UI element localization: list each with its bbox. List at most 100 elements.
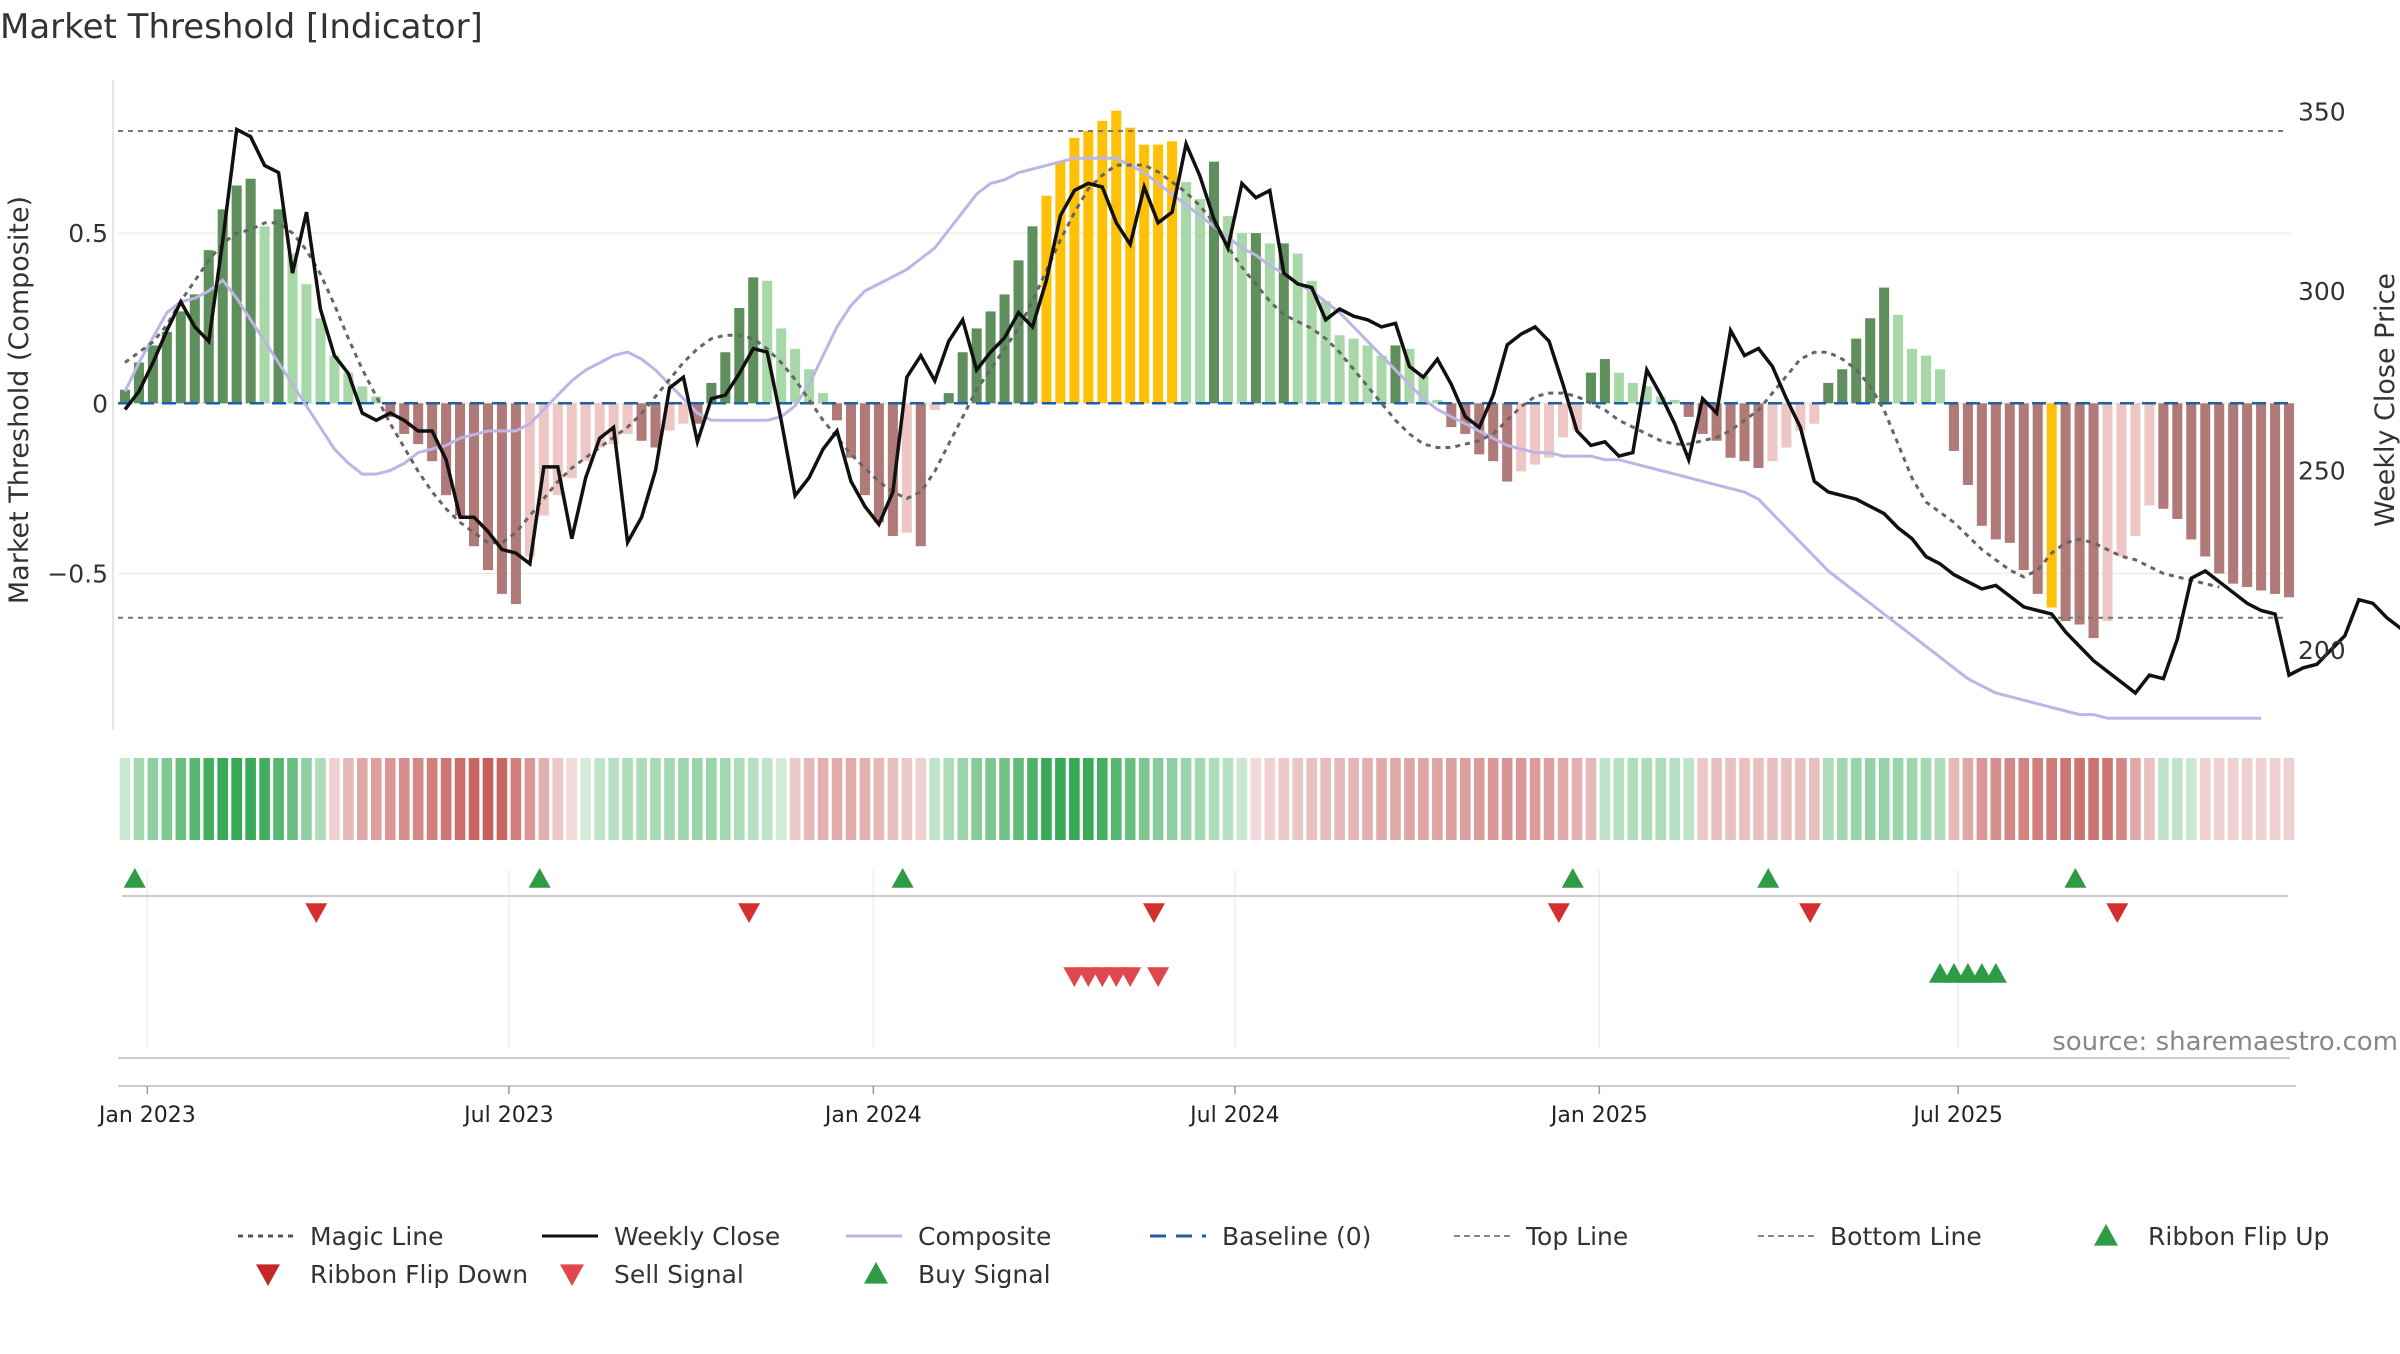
ribbon-cell (1041, 758, 1052, 840)
ribbon-flip-up-marker (1757, 868, 1780, 888)
composite-bar (301, 284, 312, 404)
composite-bar (1530, 403, 1541, 465)
composite-bar (468, 403, 480, 547)
ribbon-cell (1920, 758, 1932, 840)
ribbon-flip-up-marker (528, 868, 551, 888)
ribbon-cell (1278, 758, 1290, 840)
ribbon-cell (398, 758, 410, 840)
ribbon-cell (440, 758, 452, 840)
y-axis-label: Market Threshold (Composite) (4, 196, 35, 604)
ribbon-cell (901, 758, 913, 840)
ribbon-cell (650, 758, 661, 840)
composite-bar (566, 403, 577, 479)
ribbon-cell (915, 758, 927, 840)
ribbon-cell (1683, 758, 1694, 840)
legend-label: Baseline (0) (1222, 1222, 1371, 1251)
ribbon-cell (1571, 758, 1583, 840)
legend-item: Baseline (0) (1150, 1222, 1371, 1251)
ribbon-cell (1083, 758, 1094, 840)
ribbon-flip-up-marker (2064, 868, 2087, 888)
y-tick-label: 0 (92, 389, 108, 418)
composite-bar (1334, 335, 1345, 404)
ribbon-cell (1753, 758, 1764, 840)
composite-bar (1320, 301, 1331, 404)
composite-bar (622, 403, 633, 434)
bars-layer (119, 110, 2295, 639)
ribbon-cell (608, 758, 619, 840)
y2-tick-label: 250 (2298, 457, 2346, 486)
composite-bar (2186, 403, 2197, 540)
legend-layer: Magic Line Weekly Close Composite Baseline … (238, 1222, 2329, 1289)
composite-bar (1041, 195, 1052, 404)
ribbon-cell (985, 758, 996, 840)
ribbon-cell (1557, 758, 1569, 840)
legend-label: Ribbon Flip Up (2148, 1222, 2329, 1251)
buy-signal-marker (1956, 963, 1979, 983)
composite-bar (1795, 403, 1806, 431)
composite-bar (273, 209, 284, 404)
ribbon-cell (147, 758, 159, 840)
ribbon-cell (929, 758, 941, 840)
buy-signal-marker (1942, 963, 1965, 983)
ribbon-cell (706, 758, 717, 840)
ribbon-cell (775, 758, 787, 840)
ribbon-cell (2088, 758, 2099, 840)
ribbon-cell (1655, 758, 1667, 840)
composite-bar (1153, 144, 1164, 404)
composite-bar (2200, 403, 2211, 557)
buy-signal-marker (1984, 963, 2007, 983)
ribbon-cell (1641, 758, 1653, 840)
ribbon-cell (203, 758, 215, 840)
composite-bar (1111, 110, 1122, 404)
composite-bar (1962, 403, 1973, 485)
composite-bar (2228, 403, 2239, 584)
composite-bar (371, 396, 382, 404)
composite-bar (287, 253, 298, 404)
ribbon-cell (1055, 758, 1066, 840)
ribbon-cell (1976, 758, 1988, 840)
ribbon-cell (1473, 758, 1485, 840)
composite-bar (552, 403, 563, 496)
ribbon-flip-up-marker (1561, 868, 1584, 888)
ribbon-flip-down-marker (1799, 903, 1822, 923)
composite-bar (2256, 403, 2267, 591)
ribbon-cell (1180, 758, 1192, 840)
source-label: source: sharemaestro.com (2052, 1027, 2398, 1057)
legend-item: Bottom Line (1758, 1222, 1982, 1251)
composite-bar (175, 311, 186, 404)
composite-bar (1920, 355, 1932, 404)
composite-bar (2018, 403, 2029, 571)
ribbon-cell (1781, 758, 1792, 840)
ribbon-cell (1697, 758, 1708, 840)
ribbon-cell (1376, 758, 1387, 840)
ribbon-cell (370, 758, 382, 840)
composite-bar (245, 178, 256, 404)
composite-bar (2270, 403, 2281, 594)
composite-bar (1208, 161, 1220, 404)
composite-bar (1990, 403, 2001, 540)
composite-bar (259, 226, 270, 404)
composite-bar (1432, 399, 1443, 404)
composite-bar (496, 403, 507, 594)
composite-bar (231, 185, 242, 404)
ribbon-cell (636, 758, 647, 840)
composite-bar (1390, 345, 1401, 404)
ribbon-cell (524, 758, 536, 840)
ribbon-cell (273, 758, 284, 840)
ribbon-cell (1194, 758, 1206, 840)
ribbon-cell (231, 758, 242, 840)
x-tick-label: Jul 2024 (1188, 1103, 1280, 1128)
composite-bar (776, 328, 787, 404)
ribbon-cell (175, 758, 187, 840)
ribbon-cell (217, 758, 229, 840)
composite-bar (1893, 314, 1904, 404)
ribbon-cell (1069, 758, 1080, 840)
ribbon-cell (1110, 758, 1122, 840)
composite-bar (1181, 182, 1192, 404)
ribbon-cell (859, 758, 871, 840)
composite-bar (1125, 127, 1136, 404)
ribbon-cell (1906, 758, 1918, 840)
composite-bar (1557, 403, 1569, 438)
ribbon-layer (119, 758, 2295, 840)
ribbon-cell (133, 758, 145, 840)
